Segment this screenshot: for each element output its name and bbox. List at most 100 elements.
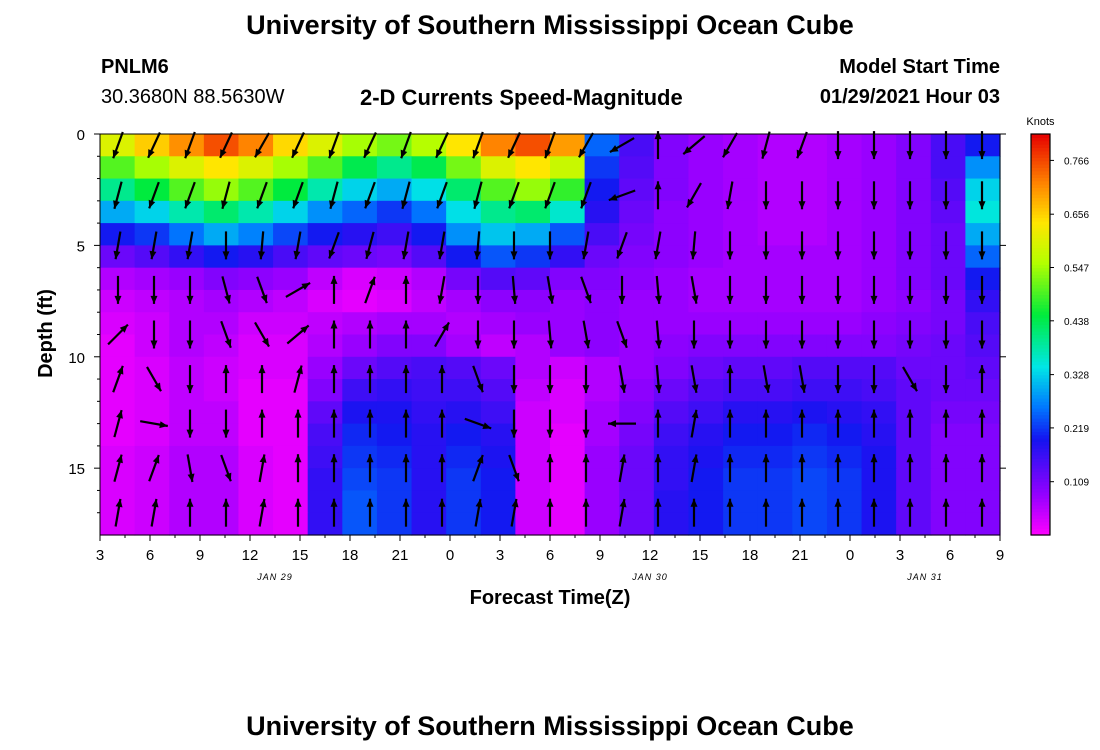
heatmap-cell: [896, 423, 932, 447]
x-tick-label: 18: [742, 547, 759, 564]
heatmap-cell: [653, 289, 690, 313]
heatmap-cell: [757, 334, 793, 358]
vector-arrowhead: [296, 365, 303, 375]
heatmap-cell: [965, 156, 1001, 180]
heatmap-cell: [723, 223, 759, 246]
vector-arrowhead: [436, 199, 444, 209]
vector-arrowhead: [186, 429, 194, 438]
heatmap-cell: [930, 156, 966, 180]
heatmap-cell: [723, 401, 759, 425]
colorbar-segment: [1031, 204, 1050, 209]
vector-arrowhead: [906, 251, 914, 260]
colorbar-segment: [1031, 514, 1050, 519]
colorbar-segment: [1031, 304, 1050, 309]
heatmap-cell: [757, 512, 793, 536]
vector-arrowhead: [152, 455, 160, 464]
heatmap-cell: [826, 134, 863, 157]
heatmap-cell: [100, 423, 136, 447]
heatmap-cell: [376, 334, 413, 358]
heatmap-cell: [550, 156, 586, 180]
colorbar-segment: [1031, 137, 1050, 142]
x-tick-label: 9: [196, 547, 204, 564]
colorbar-segment: [1031, 147, 1050, 152]
colorbar-segment: [1031, 157, 1050, 162]
heatmap-cell: [238, 156, 274, 180]
heatmap-cell: [480, 312, 516, 336]
colorbar-segment: [1031, 187, 1050, 192]
heatmap-cell: [723, 156, 759, 180]
colorbar-segment: [1031, 260, 1050, 265]
colorbar-segment: [1031, 257, 1050, 262]
heatmap-cell: [273, 245, 309, 269]
heatmap-cell: [446, 267, 482, 291]
heatmap-cell: [757, 356, 793, 380]
heatmap-cell: [342, 289, 378, 313]
heatmap-cell: [100, 356, 136, 380]
heatmap-cell: [584, 200, 620, 224]
vector-arrowhead: [620, 338, 628, 348]
heatmap-cell: [688, 334, 724, 358]
heatmap-cell: [273, 490, 309, 514]
heatmap-cell: [688, 468, 724, 492]
heatmap-cell: [100, 468, 136, 492]
colorbar-segment: [1031, 347, 1050, 352]
heatmap-cell: [861, 245, 897, 269]
colorbar-segment: [1031, 334, 1050, 339]
heatmap-cell: [273, 468, 309, 492]
colorbar-segment: [1031, 464, 1050, 469]
vector-arrowhead: [608, 194, 618, 201]
heatmap-cell: [896, 134, 932, 157]
heatmap-cell: [792, 312, 828, 336]
vector-arrowhead: [726, 454, 734, 463]
vector-arrowhead: [942, 201, 950, 210]
vector-arrowhead: [438, 409, 446, 418]
colorbar-segment: [1031, 518, 1050, 523]
heatmap-cell: [896, 267, 932, 291]
vector-arrowhead: [942, 409, 950, 418]
colorbar-segment: [1031, 331, 1050, 336]
heatmap-cell: [307, 334, 343, 358]
heatmap-cell: [965, 200, 1001, 224]
vector-arrowhead: [870, 151, 878, 160]
vector-arrowhead: [184, 199, 192, 209]
heatmap-cell: [896, 401, 932, 425]
heatmap-cell: [515, 512, 551, 536]
heatmap-cell: [792, 445, 828, 469]
vector-arrowhead: [255, 148, 262, 158]
heatmap-cell: [930, 134, 966, 157]
heatmap-cell: [930, 445, 966, 469]
x-tick-label: 9: [596, 547, 604, 564]
heatmap-cell: [411, 401, 447, 425]
heatmap-cell: [100, 245, 136, 269]
vector-arrowhead: [978, 295, 986, 304]
vector-arrowhead: [150, 295, 158, 304]
heatmap-cell: [480, 490, 516, 514]
heatmap-cell: [515, 401, 551, 425]
colorbar-segment: [1031, 454, 1050, 459]
vector-arrowhead: [330, 275, 338, 284]
heatmap-cell: [896, 312, 932, 336]
heatmap-cell: [896, 379, 932, 402]
vector-arrowhead: [906, 151, 914, 160]
colorbar-segment: [1031, 271, 1050, 275]
colorbar-segment: [1031, 431, 1050, 436]
heatmap-cell: [584, 356, 620, 380]
heatmap-cell: [861, 134, 897, 157]
heatmap-cell: [653, 134, 690, 157]
heatmap-cell: [723, 267, 759, 291]
heatmap-cell: [861, 356, 897, 380]
vector-arrowhead: [474, 295, 482, 304]
heatmap-cell: [861, 334, 897, 358]
vector-arrowhead: [508, 149, 515, 158]
x-tick-label: 12: [242, 547, 259, 564]
colorbar-segment: [1031, 254, 1050, 259]
vector-arrowhead: [474, 340, 482, 349]
colorbar-segment: [1031, 210, 1050, 215]
heatmap-cell: [342, 245, 378, 269]
heatmap-cell: [480, 289, 516, 313]
heatmap-cell: [757, 178, 793, 202]
heatmap-cell: [515, 423, 551, 447]
vector-arrowhead: [186, 295, 194, 304]
heatmap-cell: [446, 245, 482, 269]
vector-arrowhead: [978, 365, 986, 374]
